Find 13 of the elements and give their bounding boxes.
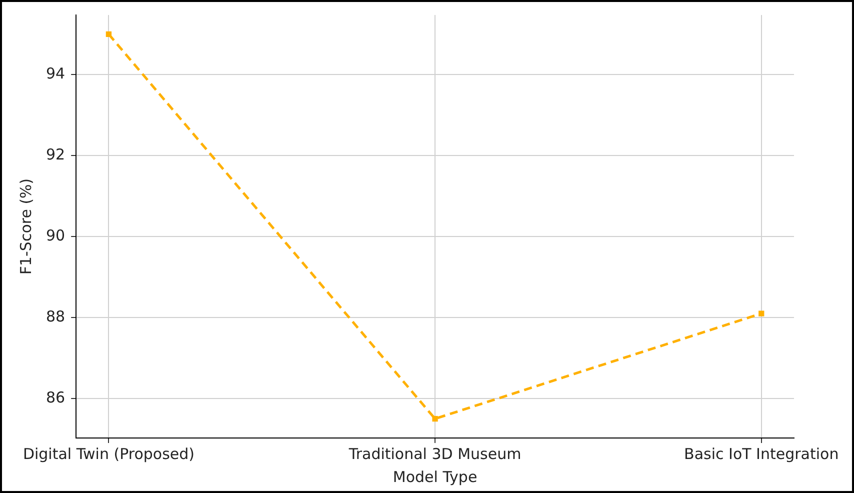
point	[432, 416, 438, 422]
y-tick-label: 86	[46, 388, 66, 406]
point	[106, 31, 112, 38]
point	[758, 310, 764, 316]
y-axis-title: F1-Score (%)	[16, 178, 35, 275]
x-tick-label: Traditional 3D Museum	[348, 444, 522, 463]
x-tick-label: Digital Twin (Proposed)	[22, 444, 195, 463]
y-tick-label: 90	[46, 226, 66, 245]
y-tick-label: 88	[46, 307, 66, 326]
y-tick-label: 94	[46, 64, 66, 83]
x-tick-label: Basic IoT Integration	[684, 444, 839, 463]
y-tick-label: 92	[46, 146, 66, 164]
x-axis-title: Model Type	[392, 468, 478, 486]
